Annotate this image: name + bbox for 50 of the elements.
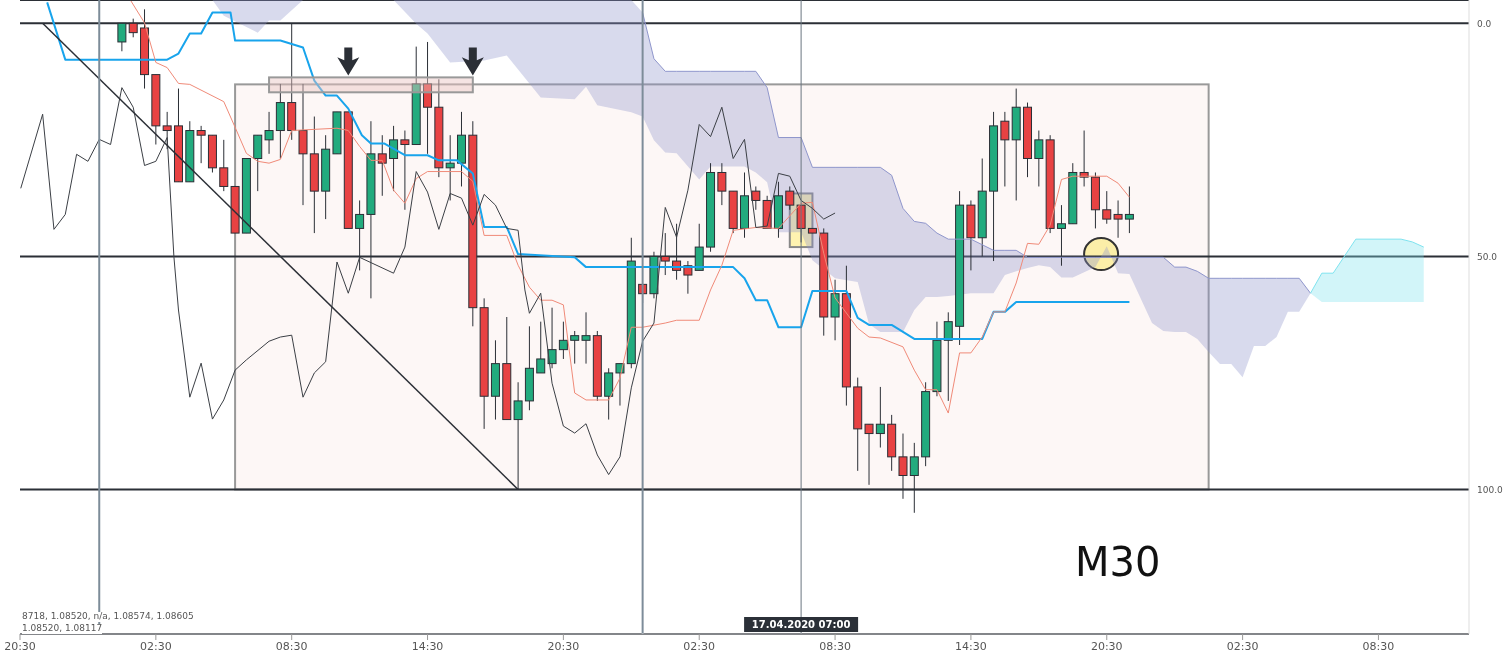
line-series xyxy=(46,1,1131,340)
x-tick-label: 08:30 xyxy=(275,639,308,653)
candlestick xyxy=(864,423,874,486)
annotation: M30 xyxy=(1075,539,1161,585)
x-tick-label: 02:30 xyxy=(1226,639,1259,653)
candlestick xyxy=(1034,130,1044,187)
candlestick xyxy=(400,130,410,211)
x-tick-label: 02:30 xyxy=(683,639,716,653)
candlestick xyxy=(423,41,433,155)
candlestick xyxy=(604,367,614,421)
line-series xyxy=(1310,238,1425,294)
x-tick-label: 14:30 xyxy=(955,639,987,653)
ref-line-label: 17.04.2020 07:00 xyxy=(751,619,851,630)
line-series xyxy=(20,87,836,476)
line-series xyxy=(130,0,1130,414)
candlestick xyxy=(377,134,387,197)
x-tick-label: 20:30 xyxy=(4,639,36,653)
candlestick xyxy=(1079,130,1089,187)
x-tick-label: 08:30 xyxy=(819,639,851,653)
candlestick xyxy=(751,185,761,211)
y-tick-label: 0.0 xyxy=(1477,18,1492,29)
candlestick xyxy=(1000,111,1010,187)
annotation: 1.08520, 1.08117 xyxy=(22,623,103,634)
candlestick xyxy=(536,321,546,374)
candlestick xyxy=(1124,185,1134,234)
candlestick xyxy=(1102,190,1112,225)
x-tick-label: 14:30 xyxy=(411,639,444,653)
candlestick xyxy=(298,83,308,206)
x-tick-label: 20:30 xyxy=(547,639,580,653)
candlestick xyxy=(219,139,229,192)
candlestick xyxy=(253,134,263,192)
candlestick xyxy=(547,307,557,369)
y-tick-label: 100.0 xyxy=(1477,484,1504,495)
candlestick xyxy=(445,134,455,201)
x-tick-label: 02:30 xyxy=(139,639,172,653)
candlestick xyxy=(830,279,840,341)
candlestick xyxy=(581,311,591,365)
x-tick-label: 08:30 xyxy=(1362,639,1395,653)
y-tick-label: 50.0 xyxy=(1477,251,1498,262)
candlestick xyxy=(785,185,795,211)
candlestick xyxy=(570,330,580,365)
candlestick xyxy=(264,111,274,155)
candlestick xyxy=(875,386,885,449)
candlestick xyxy=(943,311,953,402)
candlestick xyxy=(1113,199,1123,239)
x-tick-label: 20:30 xyxy=(1090,639,1123,653)
candlestick xyxy=(558,321,568,360)
candlestick xyxy=(717,162,727,206)
candlestick xyxy=(196,125,206,164)
annotation: 8718, 1.08520, n/a, 1.08574, 1.08605 xyxy=(22,611,194,622)
